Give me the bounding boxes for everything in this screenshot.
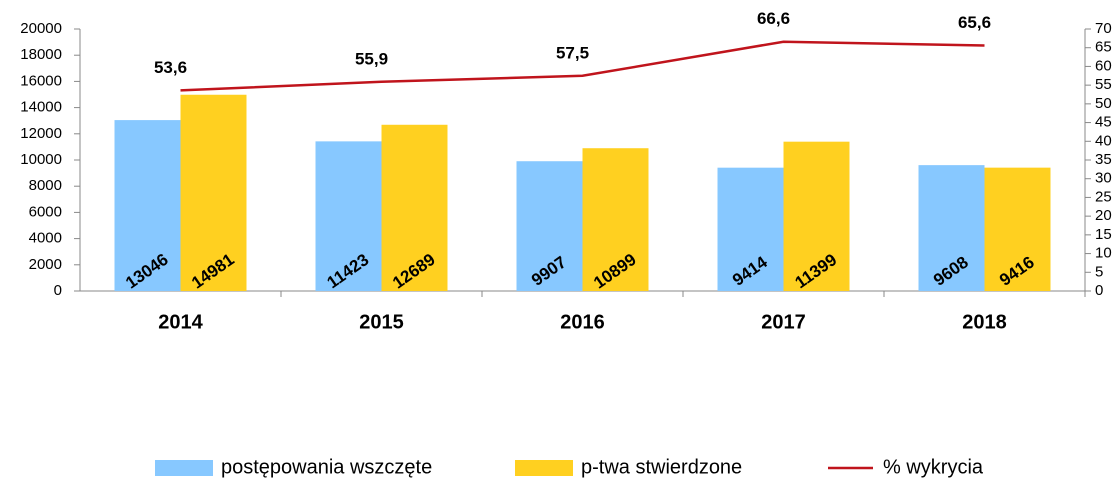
y-tick-label: 16000 bbox=[20, 72, 62, 89]
line-value-label: 66,6 bbox=[757, 9, 790, 28]
x-tick-label: 2017 bbox=[761, 311, 806, 333]
line-value-label: 53,6 bbox=[154, 58, 187, 77]
line bbox=[180, 40, 985, 92]
y-tick-label: 4000 bbox=[29, 230, 62, 247]
y-tick-label: 10000 bbox=[20, 151, 62, 168]
bar bbox=[180, 94, 247, 291]
x-tick-label: 2018 bbox=[962, 311, 1007, 333]
legend-swatch bbox=[515, 460, 573, 476]
y-tick-label: 18000 bbox=[20, 46, 62, 63]
y2-tick-label: 55 bbox=[1095, 76, 1112, 93]
y-tick-label: 6000 bbox=[29, 203, 62, 220]
y-tick-label: 8000 bbox=[29, 177, 62, 194]
line-value-label: 55,9 bbox=[355, 49, 388, 68]
line-value-label: 65,6 bbox=[958, 13, 991, 32]
bar bbox=[717, 167, 784, 291]
bar bbox=[516, 161, 583, 291]
y2-tick-label: 30 bbox=[1095, 170, 1112, 187]
legend-label: postępowania wszczęte bbox=[221, 456, 432, 478]
y2-tick-label: 45 bbox=[1095, 114, 1112, 131]
y-tick-label: 12000 bbox=[20, 125, 62, 142]
bar bbox=[381, 124, 448, 291]
x-tick-label: 2014 bbox=[158, 311, 203, 333]
y2-tick-label: 5 bbox=[1095, 263, 1103, 280]
y2-tick-label: 25 bbox=[1095, 188, 1112, 205]
bar bbox=[984, 167, 1051, 291]
y2-tick-label: 20 bbox=[1095, 207, 1112, 224]
x-tick-label: 2015 bbox=[359, 311, 404, 333]
legend-swatch bbox=[155, 460, 213, 476]
y-tick-label: 20000 bbox=[20, 20, 62, 37]
y2-tick-label: 35 bbox=[1095, 151, 1112, 168]
y2-tick-label: 10 bbox=[1095, 245, 1112, 262]
y-tick-label: 0 bbox=[54, 282, 62, 299]
line-value-label: 57,5 bbox=[556, 43, 589, 62]
x-tick-label: 2016 bbox=[560, 311, 605, 333]
bar bbox=[114, 120, 181, 291]
legend-label: p-twa stwierdzone bbox=[581, 456, 742, 478]
bar bbox=[582, 148, 649, 291]
y-tick-label: 14000 bbox=[20, 99, 62, 116]
y2-tick-label: 15 bbox=[1095, 226, 1112, 243]
y2-tick-label: 60 bbox=[1095, 57, 1112, 74]
y2-tick-label: 40 bbox=[1095, 132, 1112, 149]
y2-tick-label: 0 bbox=[1095, 282, 1103, 299]
bar bbox=[918, 165, 985, 291]
y2-tick-label: 65 bbox=[1095, 39, 1112, 56]
y2-tick-label: 50 bbox=[1095, 95, 1112, 112]
bar bbox=[783, 141, 850, 291]
y-tick-label: 2000 bbox=[29, 256, 62, 273]
legend-label: % wykrycia bbox=[883, 456, 984, 478]
bar bbox=[315, 141, 382, 291]
y2-tick-label: 70 bbox=[1095, 20, 1112, 37]
